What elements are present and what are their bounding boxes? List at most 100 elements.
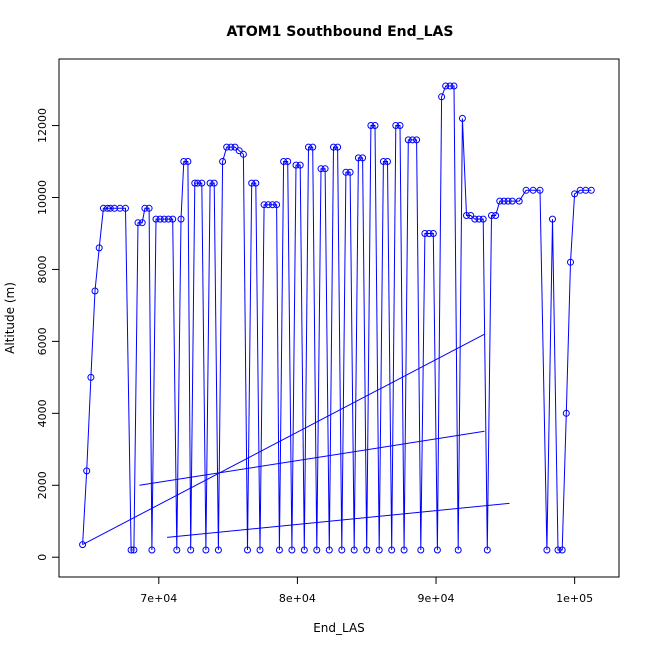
data-point xyxy=(471,215,479,223)
data-point xyxy=(321,165,329,173)
data-point xyxy=(127,546,135,554)
data-point xyxy=(198,179,206,187)
y-tick-label: 0 xyxy=(36,554,49,561)
data-point xyxy=(231,143,239,151)
data-point xyxy=(400,546,408,554)
data-point xyxy=(334,143,342,151)
data-point xyxy=(438,93,446,101)
data-point xyxy=(313,546,321,554)
data-point xyxy=(492,212,500,219)
data-point xyxy=(106,204,114,212)
chart-title: ATOM1 Southbound End_LAS xyxy=(227,24,454,40)
data-point xyxy=(458,114,466,122)
data-point xyxy=(433,546,441,554)
data-point xyxy=(392,122,400,129)
data-point xyxy=(214,546,222,554)
data-point xyxy=(187,546,195,554)
x-tick-label: 9e+04 xyxy=(418,592,455,605)
data-point xyxy=(169,215,177,223)
data-point xyxy=(413,136,421,144)
data-point xyxy=(95,244,103,252)
data-point xyxy=(248,179,256,187)
data-point xyxy=(184,158,192,165)
data-point xyxy=(305,143,312,151)
data-point xyxy=(496,197,504,205)
x-tick-label: 1e+05 xyxy=(556,592,593,605)
series-line xyxy=(139,430,485,486)
y-axis-label: Altitude (m) xyxy=(3,282,17,354)
data-point xyxy=(160,215,168,223)
data-point xyxy=(488,212,495,219)
data-point xyxy=(342,168,350,176)
x-tick-label: 8e+04 xyxy=(279,592,316,605)
data-point xyxy=(296,161,304,169)
series-line xyxy=(82,85,592,551)
series-line xyxy=(167,502,510,538)
y-tick-label: 10000 xyxy=(36,180,49,215)
data-point xyxy=(515,197,523,205)
series-points xyxy=(79,82,595,554)
data-point xyxy=(450,82,458,90)
data-point xyxy=(429,230,437,237)
data-point xyxy=(371,122,379,129)
data-point xyxy=(359,154,367,162)
data-point xyxy=(421,230,429,237)
data-point xyxy=(467,212,475,219)
data-point xyxy=(388,546,396,554)
data-point xyxy=(275,546,283,554)
data-point xyxy=(191,179,199,187)
data-point xyxy=(260,201,268,209)
data-point xyxy=(479,215,487,223)
series-line xyxy=(82,333,485,546)
data-point xyxy=(454,546,462,554)
y-tick-label: 8000 xyxy=(36,255,49,283)
data-point xyxy=(134,219,142,227)
data-point xyxy=(87,373,95,381)
data-point xyxy=(104,204,111,212)
data-point xyxy=(284,158,292,165)
data-point xyxy=(562,409,570,417)
data-point xyxy=(138,219,146,227)
data-point xyxy=(130,546,138,554)
data-point xyxy=(173,546,181,554)
data-point xyxy=(152,215,160,223)
data-point xyxy=(384,158,391,165)
data-point xyxy=(292,161,300,169)
data-point xyxy=(442,82,450,90)
data-point xyxy=(256,546,264,554)
data-point xyxy=(558,546,566,554)
data-point xyxy=(269,201,276,209)
data-point xyxy=(504,197,512,205)
data-point xyxy=(99,204,107,212)
data-point xyxy=(210,179,218,187)
data-point xyxy=(264,201,272,209)
data-point xyxy=(543,546,551,554)
data-point xyxy=(235,147,243,155)
data-point xyxy=(425,230,433,237)
data-point xyxy=(239,150,247,158)
y-tick-label: 6000 xyxy=(36,327,49,355)
data-point xyxy=(463,212,470,219)
y-tick-label: 2000 xyxy=(36,471,49,499)
series-lines xyxy=(82,85,592,551)
data-point xyxy=(587,186,595,194)
data-point xyxy=(91,287,99,295)
x-axis-label: End_LAS xyxy=(313,621,365,635)
data-point xyxy=(194,179,202,187)
y-tick-label: 4000 xyxy=(36,399,49,427)
data-point xyxy=(300,546,308,554)
data-point xyxy=(223,143,231,151)
data-point xyxy=(367,122,375,129)
data-point xyxy=(483,546,491,554)
data-point xyxy=(219,158,227,165)
plot-area-border xyxy=(58,58,620,578)
data-point xyxy=(529,186,537,194)
data-point xyxy=(417,546,425,554)
data-point xyxy=(522,186,530,194)
data-point xyxy=(549,215,556,223)
data-point xyxy=(83,467,91,475)
data-point xyxy=(379,158,387,165)
data-point xyxy=(363,546,371,554)
data-point xyxy=(346,168,354,176)
